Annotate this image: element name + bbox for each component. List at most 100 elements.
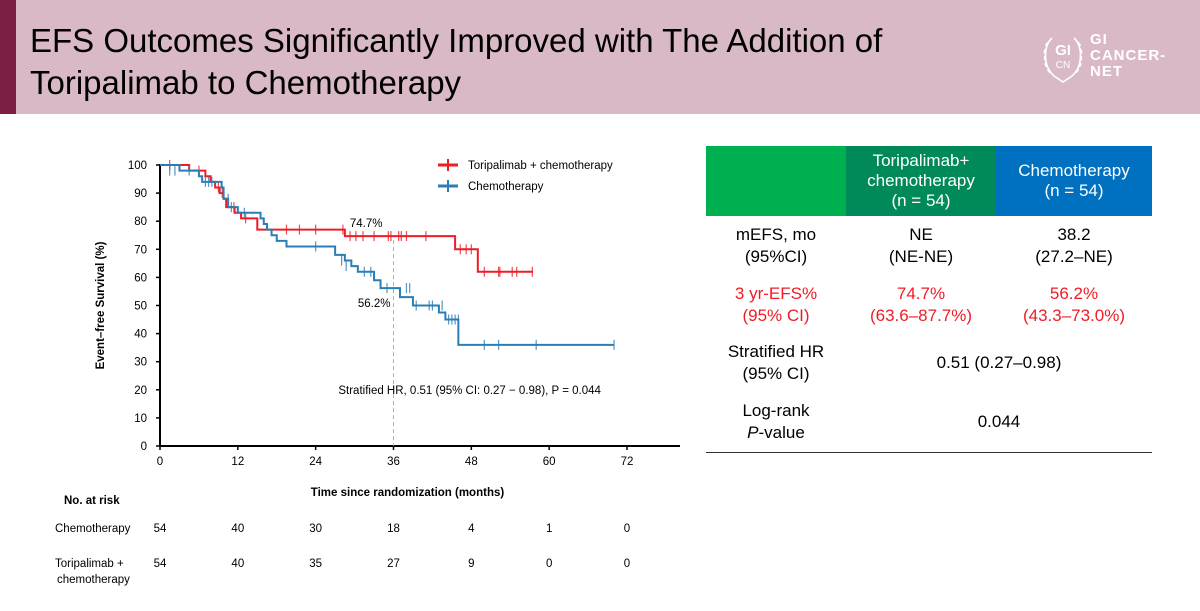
header-chemo-line-2: (n = 54): [1044, 181, 1104, 200]
x-tick-label: 60: [543, 456, 556, 468]
chart-legend: Toripalimab + chemotherapy Chemotherapy: [438, 159, 613, 193]
risk-value: 0: [546, 558, 552, 570]
slide-header: EFS Outcomes Significantly Improved with…: [0, 0, 1200, 114]
value-line-2: (63.6–87.7%): [869, 306, 973, 325]
value-line-2: (27.2–NE): [1035, 247, 1113, 266]
x-axis-title: Time since randomization (months): [311, 487, 505, 499]
header-accent-bar: [0, 0, 16, 114]
y-tick-label: 20: [134, 385, 147, 397]
risk-value: 40: [231, 523, 244, 535]
legend-label: Toripalimab + chemotherapy: [468, 160, 613, 172]
logo-line-3: NET: [1090, 63, 1123, 80]
label-line-1: 3 yr-EFS%: [734, 284, 818, 303]
hr-annotation: Stratified HR, 0.51 (95% CI: 0.27 − 0.98…: [338, 385, 601, 397]
laurel-wreath-icon: GI CN: [1043, 37, 1083, 83]
risk-value: 9: [468, 558, 474, 570]
risk-row-label-2: chemotherapy: [57, 574, 130, 586]
risk-value: 30: [309, 523, 322, 535]
row-stratified-hr: Stratified HR (95% CI) 0.51 (0.27–0.98): [706, 334, 1152, 392]
p-italic: P: [747, 422, 759, 442]
chemo-value: 38.2 (27.2–NE): [996, 216, 1152, 276]
y-tick-label: 30: [134, 357, 147, 369]
merged-value: 0.51 (0.27–0.98): [936, 353, 1062, 372]
label-line-1: Log-rank: [742, 400, 810, 420]
header-chemotherapy: Chemotherapy (n = 54): [996, 146, 1152, 216]
row-label: mEFS, mo (95%CI): [706, 216, 846, 276]
y-tick-label: 70: [134, 244, 147, 256]
row-label: Log-rank P-value: [706, 392, 846, 452]
logo-mark-gi: GI: [1055, 42, 1071, 59]
risk-value: 0: [624, 523, 630, 535]
results-table: Toripalimab+ chemotherapy (n = 54) Chemo…: [706, 146, 1152, 453]
label-line-2: (95% CI): [742, 364, 810, 383]
risk-value: 54: [154, 523, 167, 535]
row-label: 3 yr-EFS% (95% CI): [706, 276, 846, 334]
series-chemotherapy: [160, 164, 615, 350]
risk-table: No. at risk Chemotherapy Toripalimab + chem…: [55, 495, 630, 586]
y-tick-label: 40: [134, 329, 147, 341]
risk-value: 1: [546, 523, 552, 535]
y-tick-label: 0: [141, 441, 147, 453]
y-tick-label: 90: [134, 188, 147, 200]
x-tick-label: 36: [387, 456, 400, 468]
logo-mark-cn: CN: [1056, 60, 1070, 71]
header-tori-line-3: (n = 54): [891, 191, 951, 210]
x-tick-label: 48: [465, 456, 478, 468]
value-line-1: NE: [909, 225, 933, 244]
header-corner: [706, 146, 846, 216]
p-rest: -value: [758, 422, 805, 442]
x-tick-label: 0: [157, 456, 163, 468]
logo-line-2: CANCER-: [1090, 47, 1167, 64]
x-tick-label: 24: [309, 456, 322, 468]
value-line-2: (NE-NE): [888, 247, 954, 266]
results-table-header: Toripalimab+ chemotherapy (n = 54) Chemo…: [706, 146, 1152, 216]
y-tick-label: 50: [134, 301, 147, 313]
risk-value: 0: [624, 558, 630, 570]
tori-value: NE (NE-NE): [846, 216, 996, 276]
km-curve: [160, 164, 533, 273]
risk-value: 27: [387, 558, 400, 570]
label-line-1: Stratified HR: [727, 342, 825, 361]
row-3yr-efs: 3 yr-EFS% (95% CI) 74.7% (63.6–87.7%) 56.2…: [706, 276, 1152, 334]
risk-value: 4: [468, 523, 475, 535]
risk-value: 40: [231, 558, 244, 570]
label-line-2: (95% CI): [742, 306, 810, 325]
chart-labels: 74.7% 56.2% Stratified HR, 0.51 (95% CI: 0…: [338, 218, 601, 397]
risk-table-title: No. at risk: [64, 495, 120, 507]
x-tick-label: 12: [231, 456, 244, 468]
x-tick-label: 72: [621, 456, 634, 468]
km-curve: [160, 164, 615, 346]
risk-row-label: Chemotherapy: [55, 523, 131, 535]
row-mefs: mEFS, mo (95%CI) NE (NE-NE) 38.2 (27.2–NE): [706, 216, 1152, 276]
y-tick-label: 100: [128, 160, 147, 172]
value-line-1: 74.7%: [896, 284, 946, 303]
label-line-1: mEFS, mo: [735, 225, 817, 244]
value-line-2: (43.3–73.0%): [1022, 306, 1126, 325]
value-line-1: 56.2%: [1049, 284, 1099, 303]
merged-value: 0.044: [977, 411, 1021, 431]
series-toripalimab: [160, 160, 533, 277]
legend-label: Chemotherapy: [468, 181, 544, 193]
header-toripalimab: Toripalimab+ chemotherapy (n = 54): [846, 146, 996, 216]
title-line-1: EFS Outcomes Significantly Improved with…: [30, 22, 883, 59]
y-axis-title: Event–free Survival (%): [95, 241, 107, 369]
chemo-value: 56.2% (43.3–73.0%): [996, 276, 1152, 334]
header-tori-line-1: Toripalimab+: [872, 151, 970, 170]
risk-value: 18: [387, 523, 400, 535]
label-74-7: 74.7%: [350, 218, 383, 230]
header-tori-line-2: chemotherapy: [867, 171, 975, 190]
slide-title: EFS Outcomes Significantly Improved with…: [30, 20, 882, 104]
header-chemo-line-1: Chemotherapy: [1018, 161, 1130, 180]
chart-axes: 0 10 20 30 40 50 60 70 80 90 100 0 12 24 36 48 60 72 Time …: [95, 160, 680, 499]
risk-value: 35: [309, 558, 322, 570]
y-tick-label: 10: [134, 413, 147, 425]
chart-series: [160, 160, 615, 350]
label-56-2: 56.2%: [358, 298, 391, 310]
logo-wordmark: GI CANCER- NET: [1090, 32, 1166, 80]
logo-line-1: GI: [1090, 31, 1108, 48]
row-label: Stratified HR (95% CI): [706, 334, 846, 392]
label-line-2: (95%CI): [744, 247, 808, 266]
title-line-2: Toripalimab to Chemotherapy: [30, 64, 462, 101]
row-logrank: Log-rank P-value 0.044: [706, 392, 1152, 452]
